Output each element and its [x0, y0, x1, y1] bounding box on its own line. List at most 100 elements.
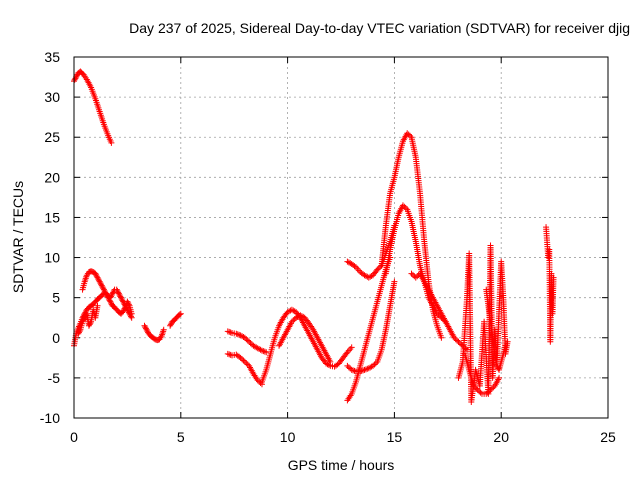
series-scatter-18-20h	[455, 242, 511, 405]
data-point	[120, 306, 127, 313]
data-point	[87, 320, 94, 327]
series-arc-7-9h-b	[224, 350, 265, 388]
data-point	[114, 287, 121, 294]
data-point	[244, 337, 251, 344]
data-point	[374, 266, 381, 273]
data-point	[108, 139, 115, 146]
data-point	[76, 328, 83, 335]
data-point	[258, 347, 265, 354]
data-point	[227, 329, 234, 336]
data-point	[456, 340, 463, 347]
data-point	[101, 287, 108, 294]
data-point	[360, 367, 367, 374]
data-point	[72, 75, 79, 82]
data-point	[239, 356, 246, 363]
data-point	[364, 365, 371, 372]
series-arc-7-9h-a	[224, 328, 270, 356]
data-point	[124, 298, 131, 305]
data-point	[103, 290, 110, 297]
x-tick-label: 5	[177, 429, 185, 445]
data-point	[459, 342, 466, 349]
data-point	[304, 318, 311, 325]
data-point	[257, 379, 264, 386]
data-point	[71, 76, 78, 83]
data-point	[93, 273, 100, 280]
data-point	[92, 270, 99, 277]
data-point	[246, 338, 253, 345]
plot-frame	[73, 56, 609, 419]
data-point	[98, 282, 105, 289]
data-point	[176, 311, 183, 318]
data-point	[409, 271, 416, 278]
data-point	[94, 274, 101, 281]
data-point	[377, 263, 384, 270]
data-point	[125, 301, 132, 308]
data-point	[79, 318, 86, 325]
data-point	[257, 346, 264, 353]
data-point	[375, 265, 382, 272]
y-axis-label: SDTVAR / TECUs	[10, 180, 26, 294]
data-point	[348, 366, 355, 373]
data-point	[454, 337, 461, 344]
y-tick-label: 25	[44, 129, 60, 145]
data-point	[167, 321, 174, 328]
data-point	[502, 342, 509, 349]
chart-title: Day 237 of 2025, Sidereal Day-to-day VTE…	[129, 20, 630, 36]
data-point	[116, 291, 123, 298]
data-point	[471, 384, 478, 391]
data-point	[80, 317, 87, 324]
x-tick-label: 10	[280, 429, 296, 445]
data-point	[240, 357, 247, 364]
data-point	[86, 321, 93, 328]
data-point	[96, 278, 103, 285]
data-point	[104, 293, 111, 300]
data-point	[94, 302, 101, 309]
data-point	[125, 300, 132, 307]
series-arc-17-18h	[408, 270, 471, 353]
data-point	[243, 360, 250, 367]
y-tick-label: 35	[44, 49, 60, 65]
data-point	[177, 310, 184, 317]
data-point	[100, 286, 107, 293]
x-tick-label: 25	[600, 429, 616, 445]
data-point	[371, 361, 378, 368]
data-point	[233, 330, 240, 337]
data-point	[226, 351, 233, 358]
data-points	[71, 68, 557, 405]
data-point	[405, 131, 412, 138]
data-point	[288, 318, 295, 325]
series-arc-early-high	[71, 68, 115, 146]
y-tick-label: -5	[48, 370, 61, 386]
series-arc-9-13h-b	[276, 312, 334, 365]
series-arc-13-15h-b	[344, 278, 398, 375]
data-point	[474, 386, 481, 393]
data-point	[144, 328, 151, 335]
series-arc-3-4h	[141, 322, 167, 344]
data-point	[142, 325, 149, 332]
data-point	[102, 289, 109, 296]
series-scatter-18-20h-b	[461, 350, 503, 397]
data-point	[357, 368, 364, 375]
series-arc-5h	[167, 310, 184, 329]
data-point	[121, 305, 128, 312]
data-point	[128, 310, 135, 317]
data-point	[344, 362, 351, 369]
data-point	[488, 385, 495, 392]
x-axis-label: GPS time / hours	[287, 457, 395, 473]
data-point	[247, 340, 254, 347]
series-arc-9-13h	[258, 306, 355, 385]
series-arc-early-mid	[79, 268, 135, 317]
data-point	[167, 322, 174, 329]
data-point	[142, 324, 149, 331]
x-tick-label: 15	[387, 429, 403, 445]
data-point	[361, 366, 368, 373]
x-tick-label: 20	[493, 429, 509, 445]
data-point	[452, 336, 459, 343]
data-point	[97, 279, 104, 286]
data-point	[226, 328, 233, 335]
data-point	[550, 274, 557, 281]
data-point	[476, 388, 483, 395]
data-point	[127, 312, 134, 319]
data-point	[470, 382, 477, 389]
